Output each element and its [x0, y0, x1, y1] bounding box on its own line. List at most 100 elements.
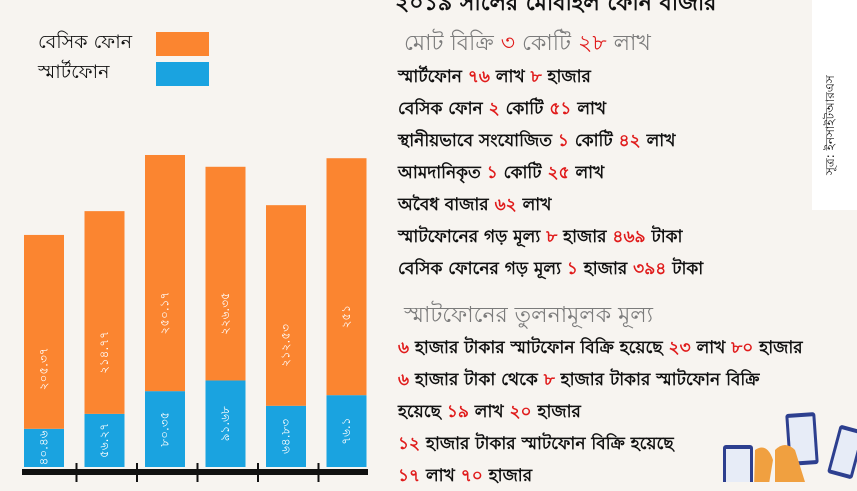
summary-line: বেসিক ফোন ২ কোটি ৫১ লাখ [398, 96, 606, 124]
highlight-number: ৪২ [618, 131, 641, 151]
summary-line: আমদানিকৃত ১ কোটি ২৫ লাখ [398, 160, 604, 188]
line-text: লাখ [489, 67, 531, 87]
data-label-basic-phone: ২২৬.৩৫ [218, 292, 232, 335]
highlight-number: ৬ [398, 338, 410, 358]
legend-smart-swatch [156, 62, 209, 86]
legend-smart-label: স্মার্টফোন [38, 61, 110, 83]
comparison-line: ১৭ লাখ ৭০ হাজার [398, 463, 532, 491]
total-lakh: ২৮ [578, 31, 607, 56]
line-text: স্মার্টফোন [398, 67, 468, 87]
highlight-number: ৭৬ [467, 67, 490, 87]
data-label-smartphone: ৫৬.২৭ [97, 423, 111, 458]
line-text: হাজার টাকার স্মাটফোন বিক্রি [554, 370, 760, 390]
bar-basic-phone [326, 158, 367, 396]
highlight-number: ২০ [509, 402, 532, 422]
highlight-number: ২৩ [668, 338, 691, 358]
line-text: হাজার [577, 259, 634, 279]
bar-smartphone [24, 428, 64, 467]
line-text: টাকা [645, 227, 683, 247]
line-text: স্মাটফোনের গড় মূল্য [398, 227, 547, 247]
data-label-smartphone: ৭৬.১ [339, 417, 353, 444]
bar-basic-phone [24, 234, 64, 429]
summary-line: স্মার্টফোন ৭৬ লাখ ৮ হাজার [398, 64, 591, 92]
bar-smartphone [145, 391, 185, 467]
line-text: লাখ [640, 131, 676, 151]
line-text: কোটি [497, 163, 548, 183]
line-text: হাজার [557, 227, 613, 247]
highlight-number: ১২ [398, 434, 421, 454]
line-text: হাজার [482, 466, 533, 486]
highlight-number: ৪৬৯ [612, 227, 646, 247]
data-label-basic-phone: ২০৫.৩৭ [37, 347, 51, 390]
summary-line: স্থানীয়ভাবে সংযোজিত ১ কোটি ৪২ লাখ [398, 128, 675, 156]
data-label-smartphone: ৯১.৬৮ [218, 406, 232, 441]
comparison-line: ১২ হাজার টাকার স্মাটফোন বিক্রি হয়েছে [398, 431, 674, 459]
highlight-number: ১ [486, 163, 498, 183]
line-text: হাজার টাকা থেকে [409, 370, 544, 390]
highlight-number: ১৭ [398, 466, 421, 486]
line-text: হাজার [531, 402, 581, 422]
line-text: হাজার [541, 67, 591, 87]
line-text: টাকা [666, 259, 704, 279]
legend-basic: বেসিক ফোন [38, 28, 209, 60]
highlight-number: ১ [557, 131, 569, 151]
summary-line: স্মাটফোনের গড় মূল্য ৮ হাজার ৪৬৯ টাকা [398, 224, 682, 252]
x-axis [22, 469, 368, 475]
x-axis-tick [75, 463, 78, 482]
highlight-number: ৫১ [549, 99, 572, 119]
line-text: কোটি [568, 131, 619, 151]
x-axis-tick [317, 463, 320, 482]
line-text: কোটি [499, 99, 550, 119]
line-text: আমদানিকৃত [398, 163, 487, 183]
highlight-number: ৮ [546, 227, 558, 247]
line-text: হাজার টাকার স্মাটফোন বিক্রি হয়েছে [409, 338, 669, 358]
total-unit1: কোটি [522, 31, 572, 56]
comparison-line: ৬ হাজার টাকার স্মাটফোন বিক্রি হয়েছে ২৩ … [398, 335, 803, 363]
comparison-line: হয়েছে ১৯ লাখ ২০ হাজার [398, 399, 581, 427]
data-label-basic-phone: ২৫০.১৭ [158, 292, 172, 335]
legend-basic-swatch [156, 32, 209, 56]
line-text: লাখ [516, 195, 552, 215]
highlight-number: ১৯ [446, 402, 469, 422]
line-text: অবৈধ বাজার [398, 195, 495, 215]
data-label-basic-phone: ২১২.৫৩ [279, 324, 293, 367]
line-text: লাখ [571, 99, 607, 119]
comparison-heading: স্মাটফোনের তুলনামূলক মূল্য [404, 303, 654, 328]
total-crore: ৩ [500, 31, 516, 56]
line-text: হাজার টাকার স্মাটফোন বিক্রি হয়েছে [420, 434, 674, 454]
bar-smartphone [326, 395, 367, 467]
stacked-bar-chart: ৪০.৪৬ ২০৫.৩৭ ৫৬.২৭ ২১৪.৭৭ ৮০.৩৫ ২৫০.১৭ ৯১.৬৮ ২২… [22, 154, 368, 482]
summary-line: বেসিক ফোনের গড় মূল্য ১ হাজার ৩৯৪ টাকা [398, 256, 703, 284]
x-axis-tick [136, 463, 138, 482]
page-title: ২০১৯ সালের মোবাইল ফোন বাজার [395, 0, 717, 16]
x-axis-tick [196, 463, 199, 482]
bar-smartphone [266, 405, 306, 467]
line-text: লাখ [468, 402, 510, 422]
total-sales-heading: মোট বিক্রি ৩ কোটি ২৮ লাখ [404, 26, 651, 63]
total-unit2: লাখ [613, 31, 651, 56]
highlight-number: ২ [488, 99, 500, 119]
legend-smart: স্মার্টফোন [38, 58, 209, 90]
highlight-number: ২৫ [547, 163, 570, 183]
bar-smartphone [84, 413, 125, 467]
bar-basic-phone [266, 205, 306, 406]
line-text: বেসিক ফোন [398, 99, 489, 119]
bar-smartphone [205, 380, 246, 467]
data-label-smartphone: ৪০.৪৬ [37, 430, 51, 465]
comparison-line: ৬ হাজার টাকা থেকে ৮ হাজার টাকার স্মাটফোন… [398, 367, 760, 395]
line-text: হয়েছে [398, 402, 447, 422]
data-label-smartphone: ৬৪.৮৩ [279, 419, 293, 454]
highlight-number: ৭০ [460, 466, 483, 486]
data-label-basic-phone: ২৫১ [339, 305, 353, 328]
highlight-number: ১ [566, 259, 578, 279]
legend-basic-label: বেসিক ফোন [38, 31, 133, 53]
highlight-number: ৮ [530, 67, 542, 87]
highlight-number: ৮ [543, 370, 555, 390]
data-label-smartphone: ৮০.৩৫ [158, 412, 172, 447]
phones-illustration-icon [723, 412, 857, 482]
line-text: লাখ [420, 466, 461, 486]
highlight-number: ৬ [398, 370, 410, 390]
line-text: স্থানীয়ভাবে সংযোজিত [398, 131, 558, 151]
x-axis-tick [257, 463, 259, 482]
bar-basic-phone [84, 211, 125, 414]
